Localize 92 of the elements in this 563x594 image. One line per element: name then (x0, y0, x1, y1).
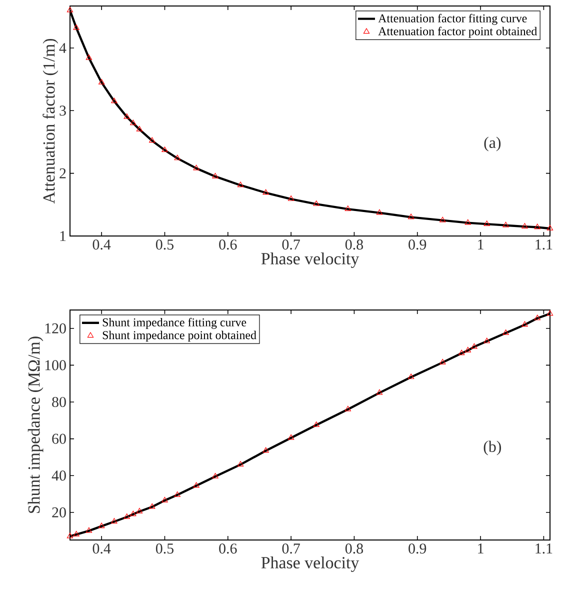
point (162, 496, 168, 502)
x-tick-label: 0.8 (345, 240, 363, 250)
x-tick-label: 0.6 (219, 240, 237, 250)
x-tick-label: 1 (478, 544, 484, 554)
point (136, 508, 143, 514)
point (288, 196, 294, 201)
y-tick-label: 3 (60, 106, 66, 116)
point (464, 219, 471, 225)
point (546, 310, 554, 316)
point (534, 224, 540, 230)
point (546, 224, 554, 230)
point (174, 491, 180, 497)
point (458, 350, 465, 356)
point (73, 530, 80, 536)
point (66, 6, 74, 12)
y-tick-label: 40 (52, 470, 66, 481)
legend-label: Attenuation factor point obtained (378, 26, 537, 38)
annotation: (a) (484, 136, 501, 152)
point (522, 321, 528, 327)
point (149, 503, 156, 509)
x-tick-label: 0.4 (92, 544, 111, 554)
point (98, 522, 105, 528)
point (376, 389, 383, 395)
point (484, 338, 490, 344)
point (502, 222, 509, 228)
x-tick-label: 1 (478, 240, 484, 250)
x-tick-label: 0.7 (282, 240, 300, 250)
x-axis-title: Phase velocity (261, 556, 360, 572)
point (344, 206, 351, 211)
point (534, 314, 540, 320)
point (124, 514, 130, 519)
point (408, 214, 414, 220)
point (237, 182, 244, 188)
y-tick-label: 1 (60, 231, 66, 241)
point (66, 532, 74, 538)
point (502, 329, 509, 335)
y-tick-label: 80 (52, 396, 66, 408)
point (522, 223, 528, 228)
point (136, 126, 143, 132)
point (408, 374, 414, 380)
legend-label: Attenuation factor fitting curve (378, 14, 527, 25)
point (471, 343, 478, 349)
x-tick-label: 0.9 (408, 240, 426, 250)
point (98, 78, 105, 84)
y-tick-label: 4 (59, 43, 66, 53)
y-axis-title: Attenuation factor (1/m) (42, 38, 58, 204)
point (124, 113, 130, 119)
x-tick-label: 0.9 (408, 544, 426, 554)
point (212, 473, 218, 478)
x-tick-label: 0.7 (282, 544, 300, 554)
point (212, 172, 218, 178)
point (344, 406, 351, 412)
point (288, 434, 294, 440)
point (237, 461, 244, 466)
legend-label: Shunt impedance fitting curve (102, 318, 246, 329)
point (313, 422, 320, 427)
x-tick-label: 1.1 (536, 544, 552, 554)
point (130, 120, 136, 126)
x-axis-title: Phase velocity (261, 252, 360, 268)
point (464, 346, 471, 352)
point (174, 154, 180, 160)
x-tick-label: 0.8 (345, 544, 363, 554)
point (376, 209, 383, 215)
x-tick-label: 1.1 (536, 240, 552, 250)
point (484, 220, 490, 226)
point (130, 510, 136, 516)
point (262, 447, 269, 453)
y-tick-label: 60 (52, 434, 66, 444)
point (149, 137, 156, 143)
point (111, 518, 118, 524)
y-tick-label: 100 (45, 360, 66, 370)
x-tick-label: 0.6 (219, 544, 237, 554)
y-tick-label: 20 (52, 507, 66, 518)
point (193, 164, 200, 170)
y-tick-label: 120 (45, 323, 66, 334)
legend-label: Shunt impedance point obtained (102, 330, 256, 342)
point (73, 24, 80, 30)
point (86, 527, 92, 533)
y-tick-label: 2 (60, 168, 66, 178)
point (86, 54, 92, 60)
x-tick-label: 0.5 (156, 240, 174, 250)
x-tick-label: 0.4 (92, 240, 111, 250)
annotation: (b) (484, 440, 501, 456)
point (193, 482, 200, 488)
point (111, 98, 118, 104)
point (313, 200, 320, 206)
point (440, 358, 446, 364)
point (440, 216, 446, 222)
point (162, 146, 168, 152)
x-tick-label: 0.5 (156, 544, 174, 554)
point (262, 189, 269, 195)
y-axis-title: Shunt impedance (MΩ/m) (28, 336, 44, 513)
